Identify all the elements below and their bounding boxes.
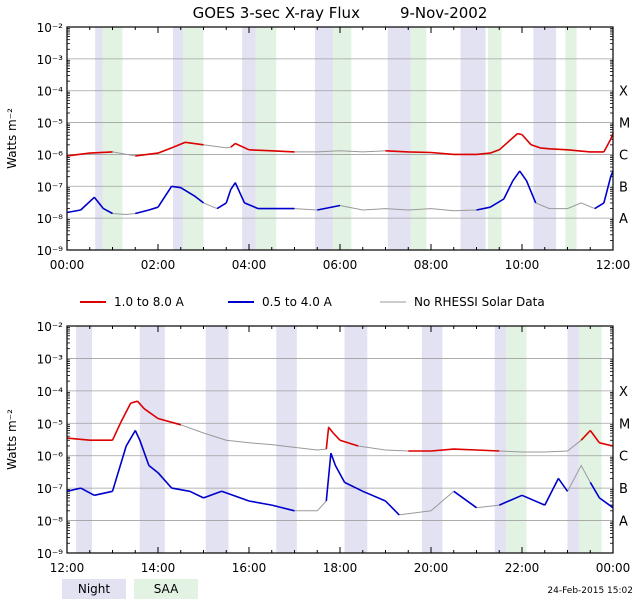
y-tick-label: 10⁻⁸ (37, 515, 64, 529)
night-band (460, 27, 486, 250)
y-tick-label: 10⁻⁸ (37, 212, 64, 226)
flare-class-label: B (619, 482, 628, 497)
y-tick-label: 10⁻⁷ (37, 180, 64, 194)
legend-item: 1.0 to 8.0 A (80, 295, 185, 309)
y-tick-label: 10⁻⁵ (37, 117, 64, 131)
plot-frame (66, 26, 614, 251)
x-tick-label: 06:00 (323, 258, 358, 272)
band-legend-label: SAA (154, 582, 179, 596)
y-tick-label: 10⁻⁶ (37, 450, 64, 464)
legend-label: 0.5 to 4.0 A (262, 295, 333, 309)
x-tick-label: 02:00 (141, 258, 176, 272)
x-tick-label: 14:00 (141, 561, 176, 575)
band-legend: Night SAA (62, 579, 198, 599)
x-tick-label: 00:00 (596, 561, 631, 575)
flare-class-label: X (619, 385, 628, 400)
x-tick-label: 10:00 (505, 258, 540, 272)
night-band (344, 326, 368, 553)
night-band (387, 27, 411, 250)
saa-band (487, 27, 502, 250)
flare-class-label: M (619, 417, 630, 432)
night-band (205, 326, 229, 553)
x-tick-label: 12:00 (596, 258, 631, 272)
night-band (533, 27, 557, 250)
series-legend: 1.0 to 8.0 A 0.5 to 4.0 A No RHESSI Solar … (80, 295, 545, 309)
band-legend-label: Night (78, 582, 111, 596)
flare-class-label: C (619, 450, 628, 465)
y-tick-label: 10⁻³ (37, 53, 64, 67)
night-band (173, 27, 184, 250)
night-band (139, 326, 165, 553)
y-axis-label: Watts m⁻² (5, 409, 19, 470)
x-tick-label: 20:00 (414, 561, 449, 575)
footer-timestamp: 24-Feb-2015 15:02 (547, 586, 633, 596)
band-legend-swatch (62, 579, 126, 599)
y-tick-label: 10⁻³ (37, 352, 64, 366)
y-axis-label: Watts m⁻² (5, 108, 19, 169)
band-legend-swatch (134, 579, 198, 599)
x-tick-label: 00:00 (50, 258, 85, 272)
flare-class-label: M (619, 117, 630, 132)
x-tick-label: 16:00 (232, 561, 267, 575)
y-tick-label: 10⁻⁶ (37, 148, 64, 162)
night-band (314, 27, 334, 250)
legend-label: 1.0 to 8.0 A (114, 295, 185, 309)
legend-item: No RHESSI Solar Data (380, 295, 545, 309)
night-band (276, 326, 297, 553)
night-band (494, 326, 507, 553)
flare-class-label: B (619, 180, 628, 195)
x-tick-label: 08:00 (414, 258, 449, 272)
y-tick-label: 10⁻⁹ (37, 244, 64, 258)
flare-class-label: C (619, 148, 628, 163)
flare-class-label: A (619, 212, 628, 227)
y-tick-label: 10⁻⁴ (37, 385, 64, 399)
saa-band (102, 27, 123, 250)
series-line (66, 132, 614, 157)
legend-label: No RHESSI Solar Data (414, 295, 545, 309)
x-tick-label: 12:00 (50, 561, 85, 575)
saa-band (255, 27, 277, 250)
panel-top: 10⁻⁹ 10⁻⁸ 10⁻⁷ 10⁻⁶ 10⁻⁵ 10⁻⁴ 10⁻³ 10⁻² 00:00 02:… (5, 21, 630, 272)
saa-band (183, 27, 204, 250)
panel-bottom: 10⁻⁹ 10⁻⁸ 10⁻⁷ 10⁻⁶ 10⁻⁵ 10⁻⁴ 10⁻³ 10⁻² 12:00 14:… (5, 320, 630, 575)
plot-frame (66, 325, 614, 554)
y-tick-label: 10⁻² (37, 21, 64, 35)
x-tick-label: 22:00 (505, 561, 540, 575)
night-band (567, 326, 579, 553)
saa-band (410, 27, 427, 250)
saa-band (333, 27, 352, 250)
night-band (242, 27, 256, 250)
x-tick-label: 04:00 (232, 258, 267, 272)
saa-band (578, 326, 602, 553)
flare-class-label: A (619, 515, 628, 530)
series-line (66, 430, 614, 516)
night-band (421, 326, 443, 553)
band-legend-item: SAA (134, 579, 198, 599)
y-tick-label: 10⁻⁹ (37, 547, 64, 561)
saa-band (565, 27, 577, 250)
y-tick-label: 10⁻² (37, 320, 64, 334)
y-tick-label: 10⁻⁴ (37, 85, 64, 99)
series-line (66, 400, 614, 452)
flare-class-label: X (619, 85, 628, 100)
y-tick-label: 10⁻⁵ (37, 417, 64, 431)
x-tick-label: 18:00 (323, 561, 358, 575)
series-line (66, 170, 614, 215)
chart-title: GOES 3-sec X-ray Flux 9-Nov-2002 (193, 4, 488, 22)
legend-item: 0.5 to 4.0 A (228, 295, 333, 309)
y-tick-label: 10⁻⁷ (37, 482, 64, 496)
saa-band (506, 326, 527, 553)
band-legend-item: Night (62, 579, 126, 599)
